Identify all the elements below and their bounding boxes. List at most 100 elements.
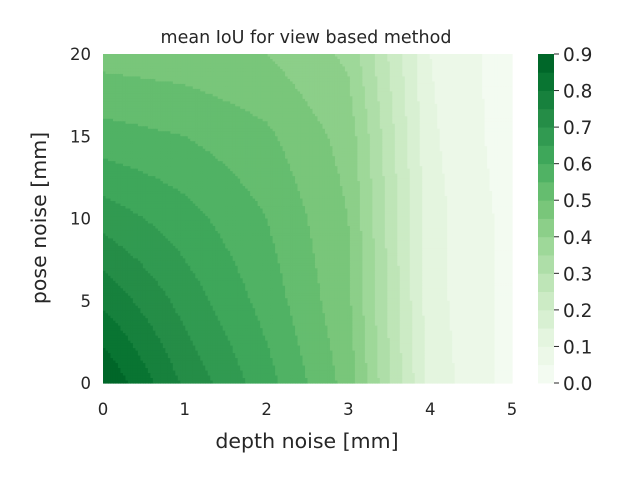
contour-cell [379, 78, 383, 83]
contour-cell [300, 66, 304, 70]
contour-cell [497, 61, 501, 65]
contour-cell [167, 73, 171, 78]
contour-cell [180, 81, 184, 85]
contour-cell [147, 58, 151, 63]
contour-cell [142, 61, 146, 65]
contour-cell [422, 56, 426, 60]
contour-cell [497, 83, 501, 87]
contour-cell [200, 86, 204, 90]
contour-cell [504, 56, 508, 60]
contour-cell [419, 81, 423, 85]
contour-cell [160, 76, 164, 80]
contour-cell [404, 56, 408, 60]
contour-cell [352, 71, 356, 75]
contour-cell [167, 68, 171, 73]
contour-cell [492, 61, 496, 65]
contour-cell [307, 63, 311, 68]
contour-cell [107, 54, 112, 58]
contour-cell [227, 86, 231, 90]
contour-cell [262, 76, 266, 80]
contour-cell [205, 56, 209, 60]
contour-cell [170, 76, 174, 80]
contour-cell [237, 83, 241, 87]
contour-cell [474, 68, 478, 73]
contour-cell [329, 61, 334, 65]
contour-cell [172, 56, 176, 60]
contour-cell [177, 83, 181, 87]
contour-cell [197, 73, 201, 78]
contour-cell [482, 66, 486, 70]
contour-cell [207, 76, 211, 80]
contour-cell [247, 86, 251, 90]
contour-cell [349, 66, 353, 70]
contour-cell [103, 63, 107, 68]
contour-cell [232, 68, 236, 73]
contour-cell [190, 68, 194, 73]
contour-cell [502, 78, 506, 83]
contour-cell [272, 54, 276, 58]
contour-cell [267, 71, 271, 75]
contour-cell [509, 58, 513, 63]
contour-cell [222, 71, 226, 75]
contour-cell [507, 73, 511, 78]
contour-cell [165, 63, 169, 68]
contour-cell [484, 58, 488, 63]
contour-cell [150, 78, 154, 83]
contour-cell [484, 63, 488, 68]
contour-cell [429, 76, 433, 80]
contour-cell [220, 61, 224, 65]
contour-cell [120, 83, 124, 87]
contour-cell [327, 78, 331, 83]
contour-cell [344, 61, 348, 65]
contour-cell [122, 83, 127, 87]
contour-cell [317, 56, 321, 60]
contour-cell [487, 78, 491, 83]
contour-cell [190, 81, 194, 85]
contour-cell [195, 54, 199, 58]
contour-cell [115, 73, 119, 78]
contour-cell [327, 68, 331, 73]
contour-cell [252, 86, 256, 90]
contour-cell [127, 54, 132, 58]
contour-cell [332, 73, 336, 78]
contour-cell [449, 76, 453, 80]
contour-cell [230, 56, 234, 60]
contour-cell [105, 83, 109, 87]
contour-cell [372, 81, 376, 85]
contour-cell [127, 71, 132, 75]
contour-cell [295, 68, 299, 73]
contour-cell [444, 78, 448, 83]
contour-cell [282, 56, 286, 60]
contour-cell [222, 83, 226, 87]
contour-cell [292, 73, 296, 78]
contour-cell [309, 63, 314, 68]
contour-cell [464, 83, 468, 87]
contour-cell [132, 54, 137, 58]
contour-cell [332, 81, 336, 85]
contour-cell [434, 73, 438, 78]
contour-cell [205, 71, 209, 75]
contour-cell [457, 83, 461, 87]
contour-cell [357, 76, 361, 80]
contour-cell [103, 86, 107, 90]
contour-cell [439, 63, 443, 68]
contour-cell [434, 78, 438, 83]
contour-cell [462, 68, 466, 73]
contour-cell [479, 73, 483, 78]
contour-cell [362, 58, 366, 63]
contour-cell [504, 81, 508, 85]
contour-cell [135, 58, 139, 63]
contour-cell [424, 56, 428, 60]
contour-cell [155, 63, 159, 68]
contour-cell [307, 71, 311, 75]
contour-cell [447, 61, 451, 65]
contour-cell [377, 81, 381, 85]
contour-cell [454, 68, 458, 73]
contour-cell [205, 73, 209, 78]
contour-cell [125, 78, 129, 83]
contour-cell [389, 66, 393, 70]
contour-cell [132, 78, 137, 83]
contour-cell [122, 54, 127, 58]
contour-cell [265, 83, 269, 87]
contour-cell [382, 81, 386, 85]
